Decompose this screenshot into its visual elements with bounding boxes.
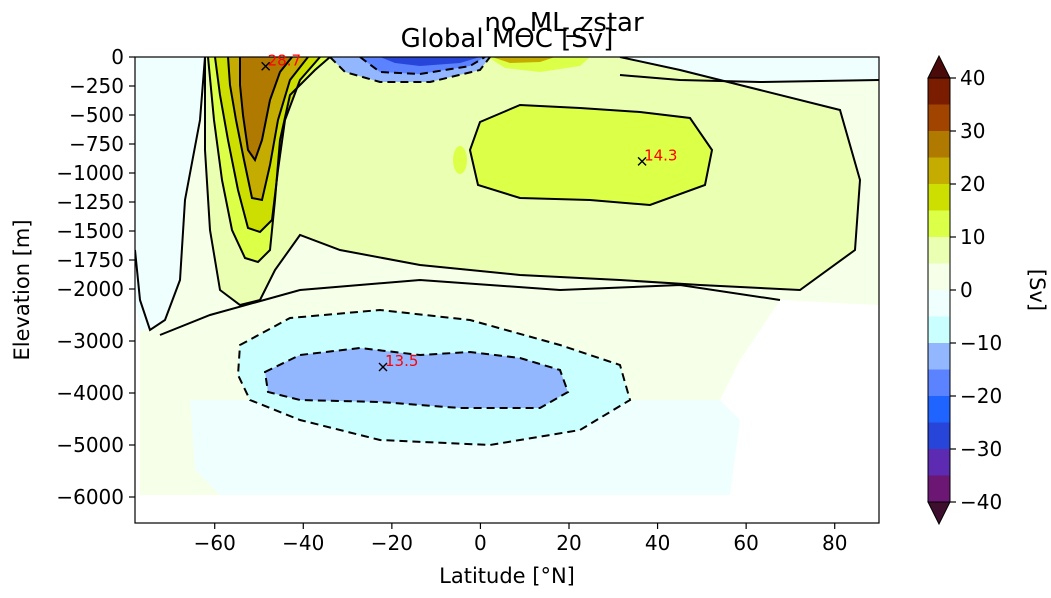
contour-line-abyssal-outer (236, 308, 632, 447)
contour-line-zero (135, 57, 206, 332)
colorbar-tick-label: 0 (960, 278, 973, 302)
atlantic-cell-small-patch (453, 146, 467, 174)
atlantic-cell-core (470, 105, 712, 205)
colorbar-label: [Sv] (1025, 269, 1049, 311)
y-tick-label: −500 (69, 103, 124, 127)
contour-lines (135, 57, 879, 336)
negative-contour-lines (236, 57, 632, 447)
contour-line-so-20 (227, 57, 309, 202)
colorbar-tick-label: −30 (960, 437, 1002, 461)
colorbar-level (928, 369, 950, 397)
abyssal-cell-core (265, 348, 568, 408)
colorbar-level (928, 343, 950, 370)
x-tick-label: 40 (645, 531, 670, 555)
annotation-label: 28.7 (268, 51, 301, 69)
annotation-marker (637, 156, 647, 166)
x-tick-label: −60 (194, 531, 236, 555)
colorbar-level (928, 237, 950, 264)
contour-line-so-15 (214, 57, 321, 234)
annotation-label: 14.3 (644, 146, 677, 164)
y-tick-label: −5000 (56, 433, 124, 457)
colorbar-level (928, 422, 950, 450)
x-tick-label: 80 (822, 531, 847, 555)
colorbar-level (928, 475, 950, 503)
colorbar-level (928, 78, 950, 105)
annotation-label: 13.5 (385, 352, 418, 370)
colorbar-level (928, 104, 950, 132)
suptitle: no_ML_zstar (484, 8, 644, 38)
y-tick-label: −250 (69, 74, 124, 98)
tropical-negative-cell-core (380, 57, 480, 66)
y-axis: 0 −250 −500 −750 −1000 −1250 −1500 −1750 −2000 −3… (56, 45, 135, 509)
colorbar-tick-label: −10 (960, 331, 1002, 355)
y-tick-label: −1500 (56, 219, 124, 243)
colorbar-level (928, 210, 950, 238)
contour-line-so-10 (207, 57, 331, 264)
contour-line-tropical-negative (329, 57, 491, 83)
x-axis-label: Latitude [°N] (439, 564, 575, 588)
plot-frame (134, 56, 880, 524)
southern-boundary-negative-strip (135, 57, 205, 330)
y-axis-label: Elevation [m] (10, 219, 34, 360)
colorbar-level (928, 263, 950, 291)
contour-line-abyssal-core (263, 346, 570, 409)
y-tick-label: −750 (69, 132, 124, 156)
contour-line-so-25 (239, 57, 293, 163)
contour-line-atlantic (468, 103, 714, 207)
colorbar-tick-label: 10 (960, 225, 985, 249)
y-tick-label: −1250 (56, 190, 124, 214)
x-tick-label: 60 (733, 531, 758, 555)
x-tick-label: −20 (371, 531, 413, 555)
colorbar-level (928, 184, 950, 211)
chart-title: Global MOC [Sv] (401, 24, 614, 54)
colorbar-extend-max (927, 54, 951, 79)
contour-line-north (619, 74, 879, 84)
colorbar-level (928, 131, 950, 158)
contour-line-tropical-negative-inner (359, 57, 486, 76)
x-tick-label: 0 (474, 531, 487, 555)
colorbar-tick-label: −40 (960, 490, 1002, 514)
y-tick-label: −3000 (56, 329, 124, 353)
x-tick-label: −40 (282, 531, 324, 555)
colorbar-level (928, 157, 950, 185)
colorbar-tick-label: −20 (960, 384, 1002, 408)
y-tick-label: 0 (111, 45, 124, 69)
colorbar-tick-label: 30 (960, 119, 985, 143)
colorbar-level (928, 449, 950, 476)
colorbar-tick-label: 20 (960, 172, 985, 196)
annotations: 28.7 14.3 13.5 (261, 51, 677, 372)
y-tick-label: −1750 (56, 248, 124, 272)
y-tick-label: −2000 (56, 277, 124, 301)
x-tick-label: 20 (556, 531, 581, 555)
y-tick-label: −6000 (56, 485, 124, 509)
x-axis: −60 −40 −20 0 20 40 60 80 (194, 523, 847, 555)
contour-line-outer-positive (204, 57, 862, 307)
y-tick-label: −4000 (56, 381, 124, 405)
colorbar-extend-min (927, 501, 951, 526)
colorbar-level (928, 316, 950, 344)
y-tick-label: −1000 (56, 161, 124, 185)
seafloor-mask (135, 495, 879, 523)
annotation-marker (378, 362, 388, 372)
tropical-positive-cell-core (492, 57, 555, 63)
contour-line-deep-boundary (159, 278, 781, 336)
plot-area (135, 57, 879, 523)
colorbar: 40 30 20 10 0 −10 −20 −30 −40 (927, 54, 1002, 526)
colorbar-level (928, 396, 950, 423)
so-cell-25 (240, 57, 292, 160)
colorbar-level (928, 290, 950, 317)
colorbar-tick-label: 40 (960, 66, 985, 90)
annotation-marker (261, 61, 271, 71)
